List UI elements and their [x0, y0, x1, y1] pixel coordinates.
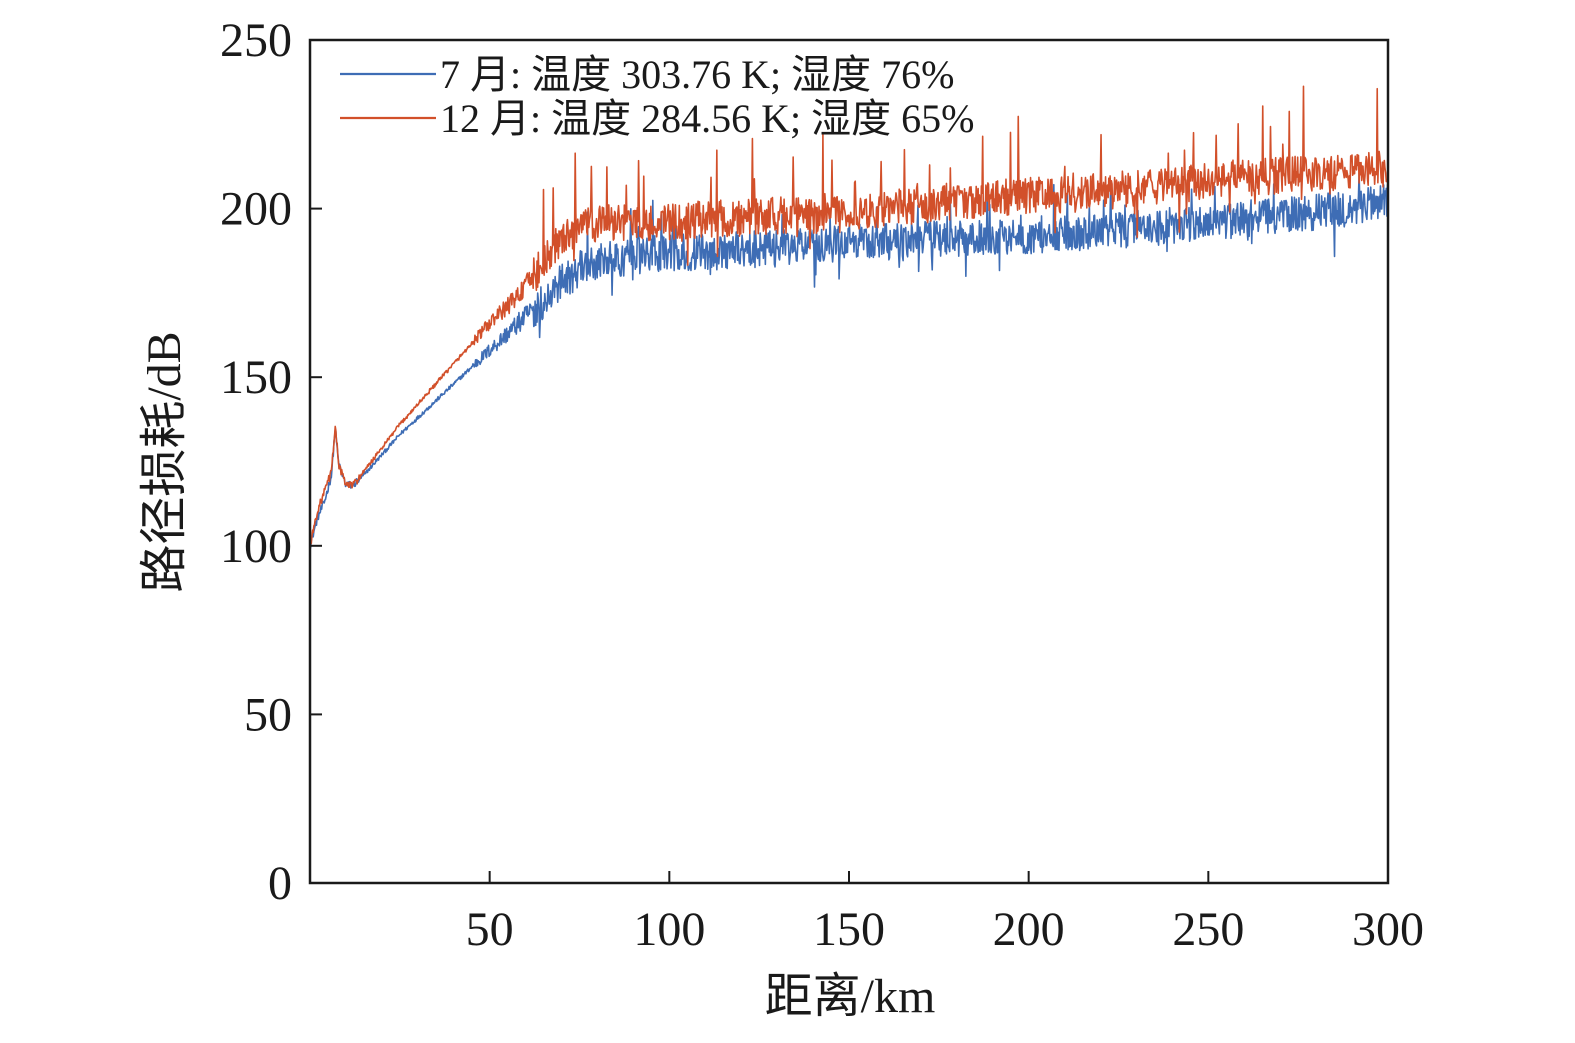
y-tick-label-0: 0: [268, 857, 292, 910]
x-tick-label-3: 200: [993, 903, 1065, 956]
x-tick-label-0: 50: [466, 903, 514, 956]
y-tick-label-4: 200: [220, 183, 292, 236]
x-tick-label-5: 300: [1352, 903, 1424, 956]
x-tick-label-2: 150: [813, 903, 885, 956]
y-axis-label: 路径损耗/dB: [138, 331, 191, 592]
x-axis-label: 距离/km: [765, 970, 936, 1023]
y-tick-label-1: 50: [244, 688, 292, 741]
y-tick-label-2: 100: [220, 520, 292, 573]
plot-frame: [308, 38, 1390, 885]
y-tick-label-3: 150: [220, 351, 292, 404]
legend-label-1: 12 月: 温度 284.56 K; 湿度 65%: [440, 96, 974, 141]
axis-ticks: 50 100 150 200 250 300 0 50 100 150 200 250: [220, 14, 1424, 956]
series-layer: [309, 85, 1389, 550]
x-tick-label-4: 250: [1172, 903, 1244, 956]
series-line-1: [309, 85, 1389, 546]
y-tick-label-5: 250: [220, 14, 292, 67]
legend: 7 月: 温度 303.76 K; 湿度 76%12 月: 温度 284.56 …: [340, 52, 974, 141]
x-tick-label-1: 100: [633, 903, 705, 956]
series-line-0: [309, 172, 1389, 550]
legend-label-0: 7 月: 温度 303.76 K; 湿度 76%: [440, 52, 954, 97]
